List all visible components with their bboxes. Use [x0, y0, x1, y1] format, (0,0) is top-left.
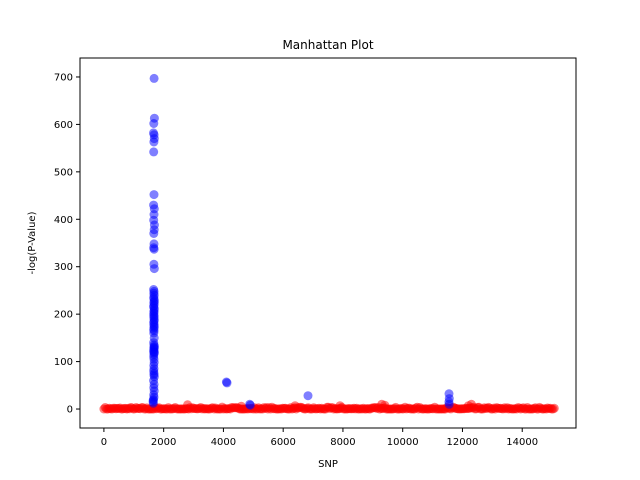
y-tick-label: 300: [54, 262, 73, 273]
significant-point: [303, 391, 313, 401]
significant-point: [149, 137, 159, 147]
significant-point: [444, 399, 454, 409]
x-tick-label: 12000: [447, 437, 479, 448]
significant-point: [222, 378, 232, 388]
significant-point: [149, 229, 159, 238]
x-tick-label: 14000: [506, 437, 538, 448]
y-tick-label: 0: [67, 405, 73, 416]
significant-point: [149, 147, 159, 157]
x-axis-ticks: 0 2000 4000 6000 8000 10000 12000 14000: [101, 428, 538, 448]
y-tick-label: 600: [54, 120, 73, 131]
significant-point: [149, 119, 159, 128]
baseline-point: [549, 403, 559, 413]
plot-frame: [79, 57, 577, 429]
baseline-point: [335, 401, 345, 411]
significant-point: [149, 73, 159, 83]
significant-point: [148, 398, 158, 408]
data-points: [99, 73, 559, 414]
y-tick-label: 400: [54, 215, 73, 226]
baseline-point: [183, 400, 193, 410]
x-tick-label: 2000: [151, 437, 176, 448]
x-tick-label: 0: [101, 437, 107, 448]
baseline-point: [463, 401, 473, 411]
y-tick-label: 200: [54, 310, 73, 321]
significant-point: [149, 190, 159, 200]
y-axis-ticks: 0 100 200 300 400 500 600 700: [54, 72, 80, 416]
significant-point: [149, 244, 159, 254]
x-tick-label: 10000: [387, 437, 419, 448]
y-axis-label: -log(P-Value): [27, 211, 38, 274]
significant-point: [149, 264, 159, 274]
y-tick-label: 100: [54, 357, 73, 368]
baseline-point: [290, 401, 300, 411]
x-axis-label: SNP: [318, 459, 338, 470]
y-tick-label: 700: [54, 72, 73, 83]
baseline-point: [380, 400, 390, 410]
x-tick-label: 4000: [211, 437, 236, 448]
y-tick-label: 500: [54, 167, 73, 178]
significant-point: [245, 400, 255, 410]
x-tick-label: 6000: [270, 437, 295, 448]
baseline-point: [236, 401, 246, 411]
x-tick-label: 8000: [330, 437, 355, 448]
chart-title: Manhattan Plot: [282, 38, 373, 52]
